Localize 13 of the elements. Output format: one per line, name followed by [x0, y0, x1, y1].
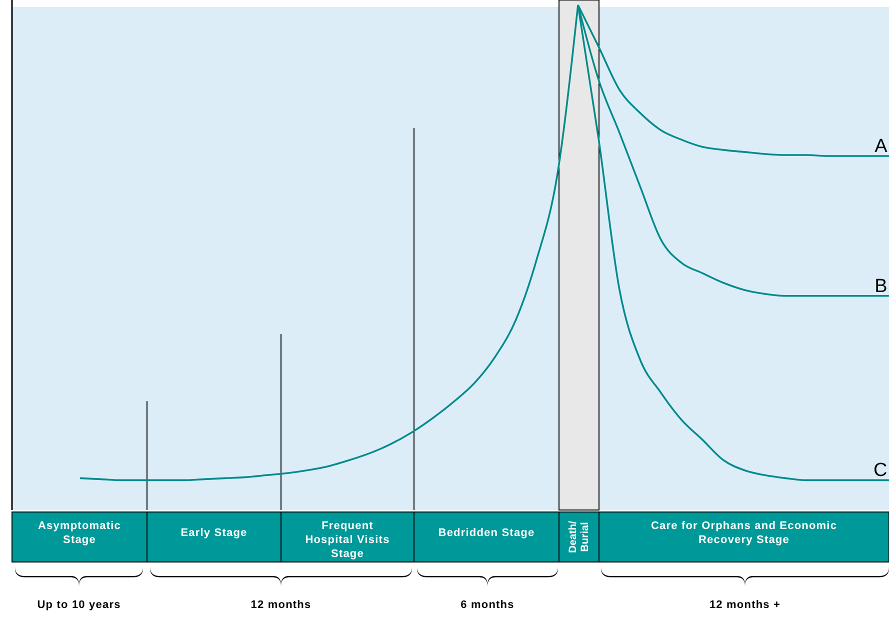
series-label: B — [874, 276, 888, 297]
text: 12 months + — [709, 599, 781, 611]
text: Bedridden Stage — [438, 527, 535, 539]
text: Care for Orphans and Economic Recovery Stage — [650, 520, 838, 546]
text: Early Stage — [180, 527, 248, 539]
text: Frequent Hospital Visits Stage — [305, 520, 390, 560]
text: Death/ Burial — [567, 520, 591, 554]
text: Asymptomatic Stage — [38, 520, 121, 546]
text: Up to 10 years — [37, 599, 121, 611]
series-label: A — [874, 136, 888, 157]
text: 12 months — [250, 599, 312, 611]
series-label: C — [874, 460, 888, 482]
text: 6 months — [460, 599, 514, 611]
